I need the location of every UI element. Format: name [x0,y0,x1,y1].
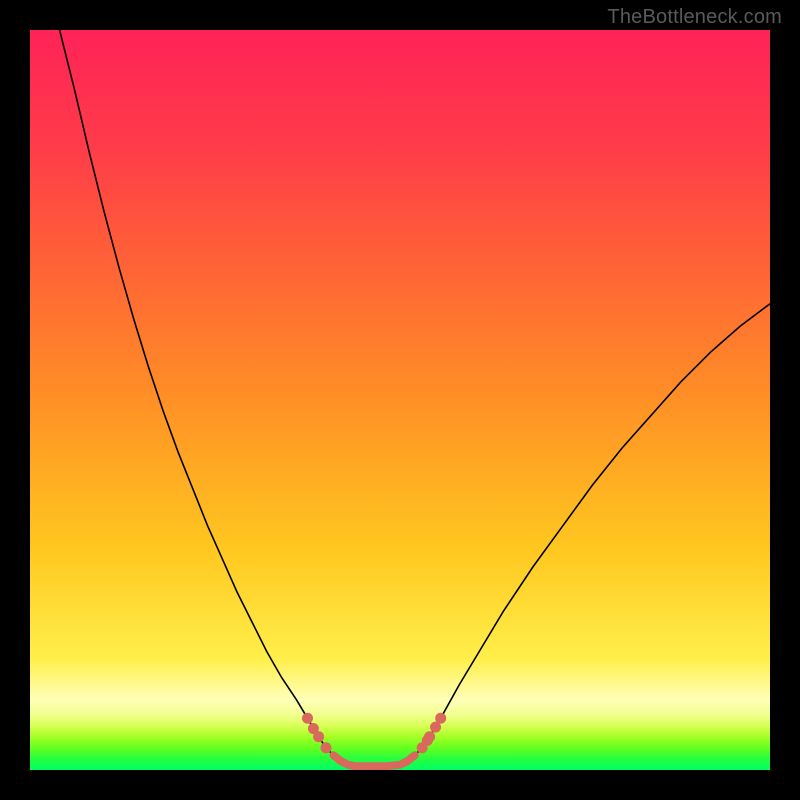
chart-svg [30,30,770,770]
watermark-text: TheBottleneck.com [607,6,782,29]
highlight-dot [435,713,446,724]
highlight-dot [424,731,435,742]
gradient-background [30,30,770,770]
outer-frame: TheBottleneck.com [0,0,800,800]
plot-area [30,30,770,770]
highlight-dot [313,731,324,742]
highlight-dot [321,742,332,753]
highlight-dot [302,713,313,724]
